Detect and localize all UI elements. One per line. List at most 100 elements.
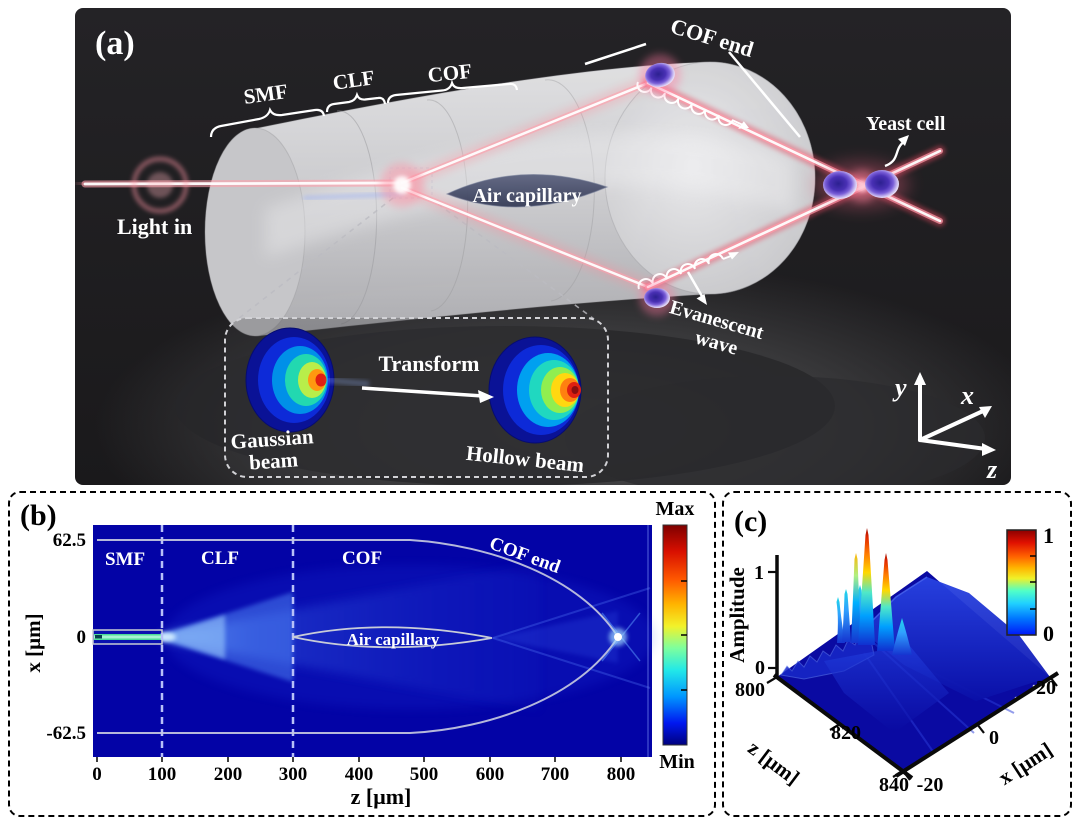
coordinate-axes: [918, 380, 988, 451]
panel-c-label: (c): [734, 505, 767, 538]
gaussian-label-1: Gaussian: [230, 424, 315, 454]
panel-b-label: (b): [20, 499, 57, 532]
b-smf-label: SMF: [105, 549, 145, 570]
cof-end-pointer-lines: [584, 42, 801, 138]
c-xtick-20: 20: [1036, 677, 1056, 699]
beam-upper-incident: [395, 76, 655, 190]
air-capillary-label: Air capillary: [472, 185, 581, 207]
b-ylabel: x [μm]: [21, 613, 45, 672]
b-cof-label: COF: [342, 548, 382, 569]
yeast-cells: [639, 54, 909, 316]
b-xlabel: z [μm]: [351, 784, 412, 809]
smf-brace: [209, 106, 326, 138]
transform-arrow-line: [361, 386, 484, 398]
c-xtick-m20: -20: [917, 774, 944, 796]
axis-y-label: y: [892, 373, 907, 402]
yeast-cell-trapped-left: [823, 171, 857, 199]
c-colorbar-bottom: 0: [1043, 621, 1054, 646]
yeast-cell-top: [645, 62, 675, 88]
smf-core-green: [94, 634, 161, 640]
b-clf-label: CLF: [201, 548, 239, 569]
c-ztick-800: 800: [735, 679, 765, 701]
c-ztick-840: 840: [879, 774, 909, 796]
b-colorbar-max: Max: [656, 498, 695, 520]
b-xtick-700: 700: [541, 764, 570, 785]
c-z-tick-labels: 800 820 840: [735, 679, 909, 796]
evanescent-pointer-head: [696, 294, 707, 305]
beam-cone-mid: [162, 592, 293, 682]
b-xtick-800: 800: [607, 764, 636, 785]
panel-a-canvas: Air capillary: [75, 8, 1011, 485]
fiber-sheen: [265, 133, 795, 258]
spike-blue-bump: [892, 618, 912, 655]
split-point-core: [393, 176, 411, 194]
c-colorbar-top: 1: [1043, 523, 1054, 548]
spike-main-red: [858, 528, 875, 645]
spike-red-2: [877, 553, 895, 651]
z-axis-arrowhead: [982, 443, 996, 456]
b-ytick-mid: 0: [77, 627, 87, 648]
light-in-glow: [147, 172, 173, 198]
light-in-label: Light in: [117, 214, 192, 239]
panel-b-canvas: (b): [20, 498, 695, 809]
y-axis-arrowhead: [914, 372, 926, 385]
c-xtick-0: 0: [989, 727, 999, 749]
c-axes: [766, 555, 1060, 781]
z-axis: [772, 673, 914, 780]
beam-input: [77, 175, 410, 192]
focus-spot: [614, 633, 622, 641]
panel-c-surface: (c): [722, 491, 1072, 817]
c-amp-tick-1: 1: [754, 562, 764, 584]
panel-b-simulation: (b): [8, 491, 716, 817]
axis-z-label: z: [986, 455, 998, 484]
axis-x-label: x: [960, 381, 974, 410]
clf-brace: [325, 91, 387, 113]
b-colorbar-min: Min: [659, 751, 695, 773]
b-xtick-200: 200: [214, 764, 243, 785]
c-ztick-820: 820: [831, 722, 861, 744]
c-amp-tick-0: 0: [755, 657, 765, 679]
b-xtick-500: 500: [410, 764, 439, 785]
beam-cone-bright: [162, 615, 225, 659]
gaussian-beam-graphic: [245, 327, 370, 433]
yeast-cell-label: Yeast cell: [866, 113, 946, 135]
b-x-tick-marks: [96, 757, 622, 762]
tip-ground-shadow: [565, 376, 985, 485]
x-axis-arrowhead: [979, 406, 992, 418]
yeast-cell-trapped-right: [865, 170, 899, 198]
evanescent-pointer: [686, 271, 705, 299]
c-x-tick-labels: -20 0 20: [917, 677, 1056, 796]
b-colorbar-ticks: [681, 580, 687, 691]
surface-skirt: [824, 645, 949, 733]
b-air-capillary-label: Air capillary: [347, 630, 440, 649]
panel-a-label: (a): [95, 25, 135, 62]
b-ytick-bot: -62.5: [46, 723, 86, 744]
cof-label: COF: [426, 59, 473, 88]
gaussian-label-2: beam: [248, 447, 299, 474]
c-zlabel: z [μm]: [743, 736, 804, 790]
surface-plateau: [862, 577, 1050, 701]
yeast-cell-bottom: [644, 288, 670, 308]
b-x-tick-labels: 0 100 200 300 400 500 600 700 800: [92, 764, 635, 785]
transform-label: Transform: [378, 351, 479, 376]
zoom-connector-left: [237, 197, 394, 320]
transform-arrowhead: [478, 390, 494, 403]
air-capillary-shape: [445, 174, 609, 208]
section-braces: [209, 79, 519, 138]
cof-brace: [386, 79, 519, 104]
air-capillary-outline: [292, 626, 493, 649]
b-xtick-300: 300: [279, 764, 308, 785]
b-xtick-0: 0: [92, 764, 102, 785]
clf-label: CLF: [331, 65, 376, 95]
b-ytick-top: 62.5: [53, 530, 86, 551]
beam-lower-incident: [395, 181, 655, 294]
yeast-cell-arrowhead: [898, 135, 909, 146]
gaussian-label-group: Gaussian beam: [230, 424, 315, 475]
fiber-outline: [97, 539, 619, 734]
panel-a-schematic: Air capillary: [75, 8, 1011, 485]
b-xtick-100: 100: [148, 764, 177, 785]
spike-yellow: [851, 553, 861, 643]
zoom-connector-right: [429, 197, 595, 320]
light-in-glow-ring: [131, 156, 189, 214]
